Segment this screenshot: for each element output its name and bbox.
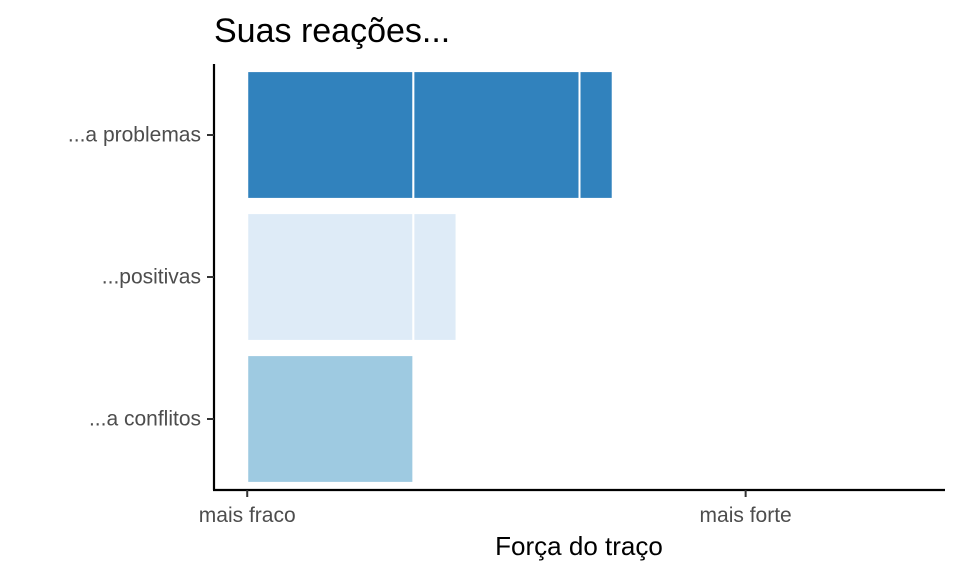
bars-group — [246, 70, 614, 484]
y-tick-label: ...a problemas — [68, 124, 201, 147]
x-axis-ticks: mais fraco mais forte — [199, 490, 792, 527]
chart-title: Suas reações... — [214, 12, 450, 50]
x-tick-label: mais fraco — [199, 504, 296, 527]
bar-segment — [246, 354, 415, 484]
bar-segment — [412, 70, 581, 200]
bar-segment — [246, 70, 415, 200]
bar-segment — [412, 212, 458, 342]
y-axis-ticks: ...a problemas ...positivas ...a conflitos — [68, 124, 214, 431]
y-tick-label: ...positivas — [102, 266, 201, 289]
y-tick-label: ...a conflitos — [89, 408, 201, 431]
bar-segment — [246, 212, 415, 342]
x-tick-label: mais forte — [700, 504, 792, 527]
x-axis-title: Força do traço — [495, 531, 663, 561]
bar-segment — [578, 70, 614, 200]
